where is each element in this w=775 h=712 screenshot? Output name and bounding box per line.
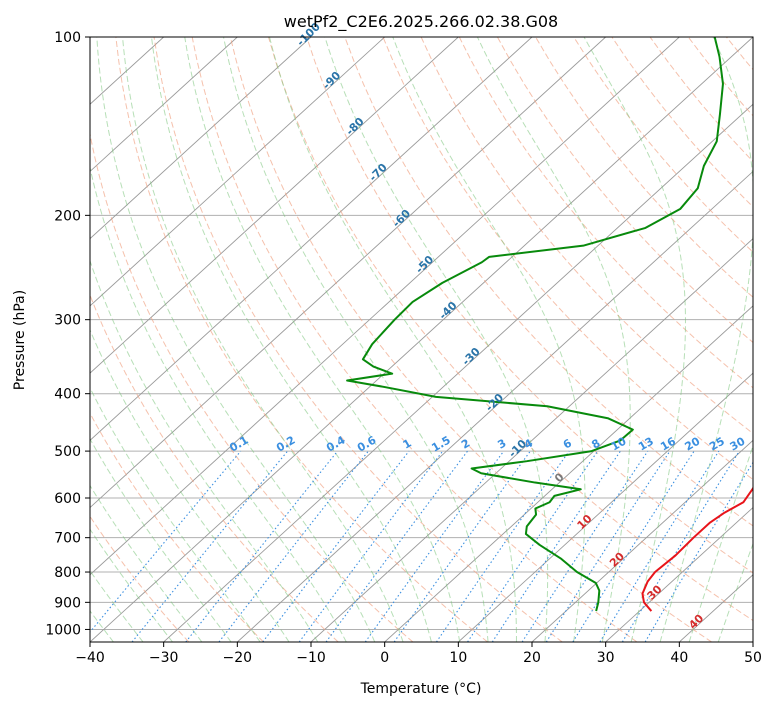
x-tick-label: 0: [380, 650, 389, 666]
y-tick-label: 200: [54, 208, 81, 224]
y-tick-label: 800: [54, 565, 81, 581]
y-tick-label: 900: [54, 595, 81, 611]
x-tick-label: 10: [449, 650, 467, 666]
y-tick-label: 400: [54, 387, 81, 403]
x-tick-label: 50: [744, 650, 762, 666]
y-tick-label: 700: [54, 531, 81, 547]
x-tick-label: 20: [523, 650, 541, 666]
x-axis-label: Temperature (°C): [360, 681, 482, 697]
y-tick-label: 1000: [45, 622, 81, 638]
x-tick-label: 30: [597, 650, 615, 666]
y-tick-label: 100: [54, 30, 81, 46]
x-tick-label: −40: [75, 650, 105, 666]
y-axis-label: Pressure (hPa): [12, 290, 28, 390]
y-tick-label: 300: [54, 313, 81, 329]
x-tick-label: −30: [149, 650, 179, 666]
x-tick-label: 40: [670, 650, 688, 666]
y-tick-label: 600: [54, 491, 81, 507]
y-tick-label: 500: [54, 444, 81, 460]
x-tick-label: −20: [223, 650, 253, 666]
x-tick-label: −10: [296, 650, 326, 666]
chart-title: wetPf2_C2E6.2025.266.02.38.G08: [284, 12, 558, 32]
